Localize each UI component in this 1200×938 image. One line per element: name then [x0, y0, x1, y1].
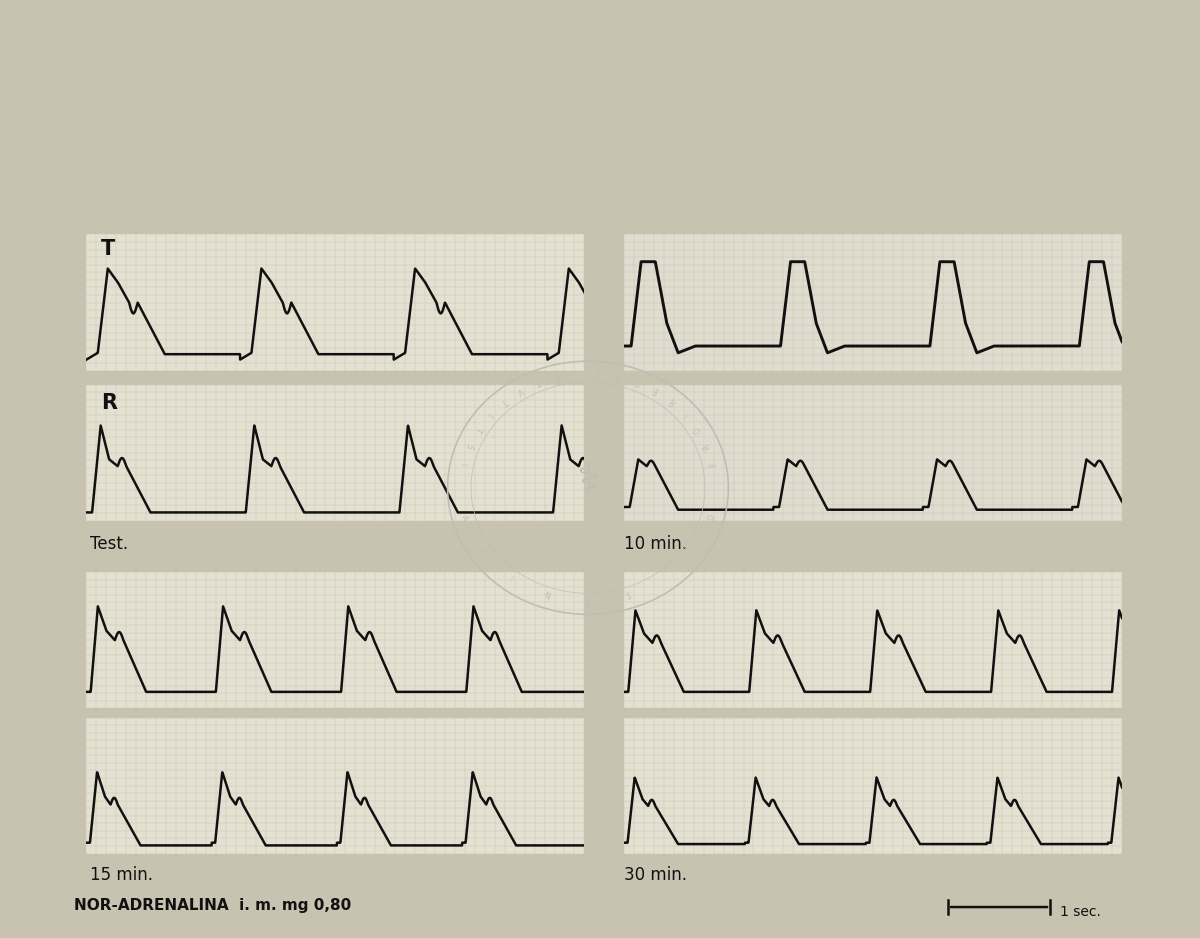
Text: T: T — [473, 425, 482, 433]
Text: ⚕: ⚕ — [576, 460, 600, 502]
Text: 15 min.: 15 min. — [90, 866, 154, 884]
Text: S: S — [625, 592, 632, 602]
Text: 30 min.: 30 min. — [624, 866, 686, 884]
Text: NOR-ADRENALINA  i. m. mg 0,80: NOR-ADRENALINA i. m. mg 0,80 — [74, 898, 352, 913]
Text: V: V — [515, 385, 524, 395]
Text: A: A — [586, 598, 590, 608]
Text: P: P — [634, 376, 642, 386]
Text: T: T — [534, 376, 542, 386]
Text: 1 sec.: 1 sec. — [1060, 905, 1100, 919]
Text: T: T — [101, 239, 115, 259]
Text: I: I — [506, 575, 514, 583]
Text: E: E — [652, 385, 660, 395]
Text: R: R — [702, 442, 713, 450]
Text: I: I — [690, 549, 698, 555]
Text: I: I — [458, 461, 468, 466]
Text: I: I — [485, 411, 493, 418]
Text: S: S — [595, 368, 601, 377]
Text: R: R — [101, 393, 118, 413]
Text: S: S — [463, 442, 474, 450]
Text: A: A — [460, 514, 469, 522]
Text: 10 min.: 10 min. — [624, 535, 686, 552]
Text: O: O — [694, 425, 703, 434]
Text: E: E — [708, 461, 718, 467]
Text: Test.: Test. — [90, 535, 128, 552]
Text: D: D — [707, 514, 716, 522]
Text: N: N — [542, 592, 551, 602]
Text: R: R — [667, 396, 678, 406]
Text: O: O — [553, 371, 562, 381]
Text: V: V — [614, 371, 622, 381]
Text: T: T — [476, 548, 487, 556]
Text: T: T — [499, 396, 509, 406]
Text: I: I — [683, 411, 691, 418]
